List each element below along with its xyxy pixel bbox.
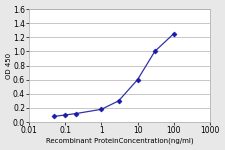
X-axis label: Recombinant ProteinConcentration(ng/ml): Recombinant ProteinConcentration(ng/ml) bbox=[46, 138, 193, 144]
Y-axis label: OD 450: OD 450 bbox=[6, 52, 11, 79]
